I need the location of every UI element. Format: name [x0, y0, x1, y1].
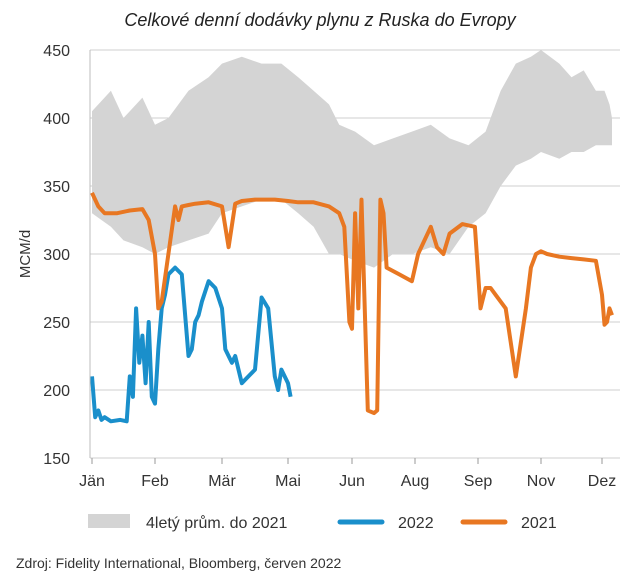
y-tick-label: 450 [43, 43, 70, 60]
legend-label-2: 2021 [521, 515, 557, 532]
y-tick-label: 150 [43, 451, 70, 468]
y-tick-label: 200 [43, 383, 70, 400]
x-tick-label: Sep [464, 473, 493, 490]
x-tick-label: Dez [588, 473, 616, 490]
x-tick-label: Jun [339, 473, 365, 490]
axes: 150 200 250 300 350 400 450 Jän Feb Mär Mai Jun Aug S… [17, 43, 616, 490]
legend-swatch-band [88, 514, 130, 528]
y-tick-label: 300 [43, 247, 70, 264]
x-tick-label: Jän [79, 473, 105, 490]
x-tick-label: Nov [527, 473, 555, 490]
series-line-2022 [90, 265, 293, 424]
y-tick-label: 250 [43, 315, 70, 332]
y-tick-label: 350 [43, 179, 70, 196]
legend-label-1: 2022 [398, 515, 434, 532]
series [90, 50, 614, 424]
source-note: Zdroj: Fidelity International, Bloomberg… [16, 555, 342, 571]
x-tick-label: Aug [401, 473, 429, 490]
x-tick-label: Mär [208, 473, 236, 490]
series-band-4y-avg [92, 50, 612, 268]
y-axis-title: MCM/d [17, 230, 34, 278]
x-tick-label: Mai [275, 473, 301, 490]
legend: 4letý prům. do 2021 2022 2021 [88, 514, 557, 532]
legend-label-0: 4letý prům. do 2021 [146, 514, 288, 532]
x-tick-label: Feb [141, 473, 169, 490]
y-tick-label: 400 [43, 111, 70, 128]
chart-title: Celkové denní dodávky plynu z Ruska do E… [124, 10, 516, 30]
